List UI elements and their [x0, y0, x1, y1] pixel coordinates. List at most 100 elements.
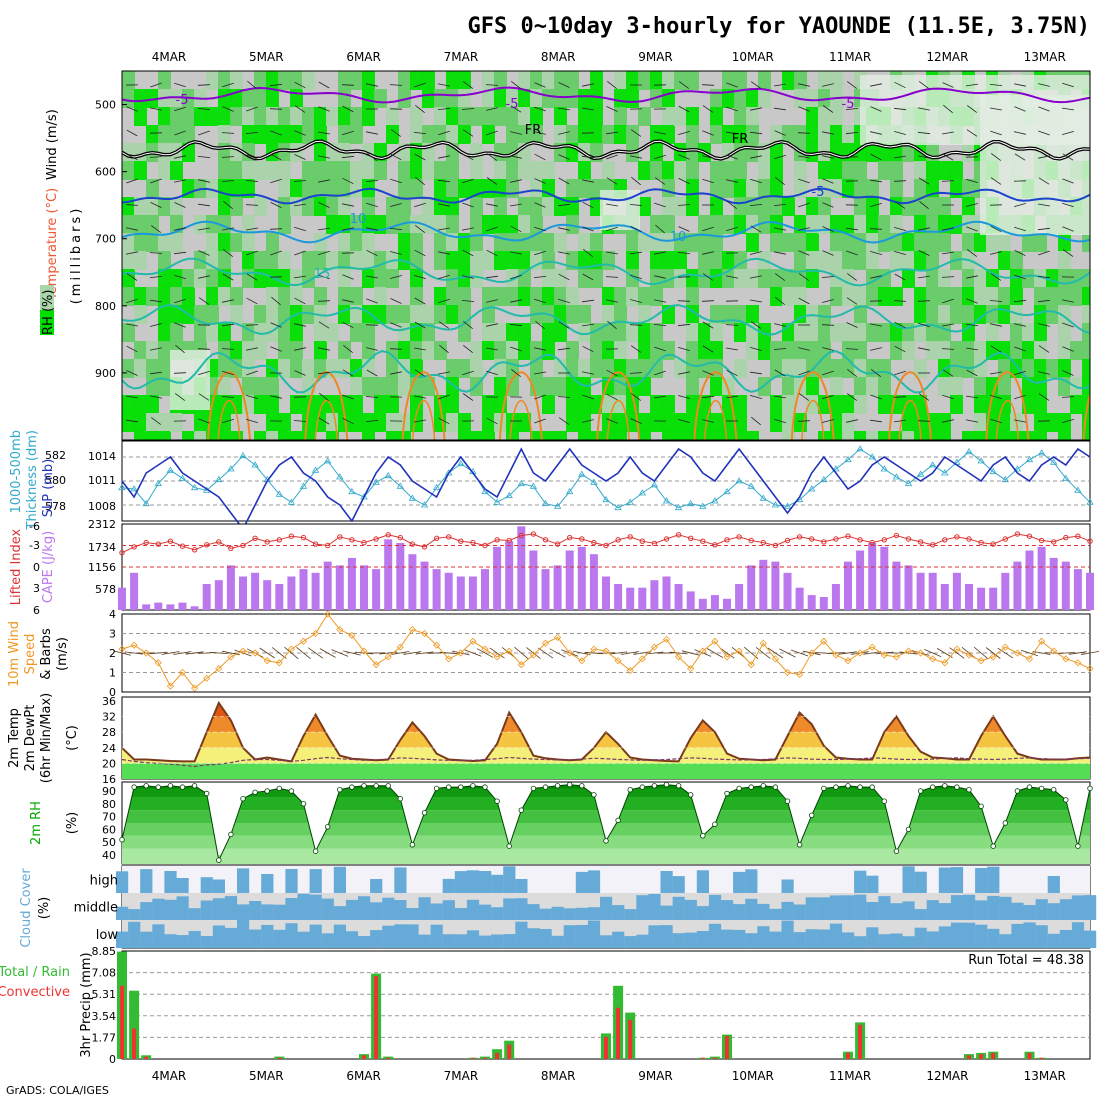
- rh-cell: [482, 89, 495, 108]
- rh-cell: [974, 431, 987, 440]
- wind-barb: [966, 347, 978, 351]
- rh-cell: [494, 89, 507, 108]
- rh-cell: [566, 71, 579, 90]
- wind-barb: [270, 322, 282, 328]
- rh-cell: [278, 71, 291, 90]
- rh-cell: [446, 251, 459, 270]
- cloud-cell: [394, 900, 407, 920]
- wind-barb: [822, 347, 834, 351]
- rh-cell: [662, 269, 675, 288]
- cape-bar: [541, 569, 550, 610]
- cloud-cell: [116, 871, 129, 893]
- rh-cell: [122, 251, 135, 270]
- wind-barb: [534, 202, 546, 208]
- thickness-point: [360, 493, 368, 500]
- wind-speed-point: [723, 653, 731, 661]
- wind-speed-point: [771, 655, 779, 663]
- rh-cell: [1010, 269, 1023, 288]
- wind-barb: [942, 298, 954, 304]
- wind-barb: [197, 84, 211, 86]
- rh-cell: [542, 287, 555, 306]
- wind-barb: [774, 227, 786, 231]
- cloud-cell: [176, 896, 189, 920]
- wind-barb: [150, 178, 162, 184]
- wind-barb: [197, 348, 211, 350]
- cloud-cell: [950, 922, 964, 948]
- cloud-cell: [769, 908, 782, 920]
- rh-cell: [158, 305, 171, 324]
- rh-cell: [554, 269, 567, 288]
- rh-point: [312, 848, 319, 854]
- rh-cell: [122, 395, 135, 414]
- wind-barb: [365, 180, 379, 182]
- rh-cell: [182, 269, 195, 288]
- cloud-cell: [249, 901, 262, 920]
- cloud-cell: [684, 899, 697, 920]
- cloud-cells: [116, 866, 1097, 948]
- cloud-cell: [164, 871, 177, 893]
- wind-barb: [702, 226, 714, 232]
- rh-cell: [746, 269, 759, 288]
- wind-barb: [294, 275, 306, 279]
- rh-cell: [218, 431, 231, 440]
- rh-cell: [1082, 269, 1090, 288]
- date-label-bottom: 13MAR: [1024, 1069, 1066, 1083]
- thickness-point: [686, 499, 695, 507]
- cloud-cell: [1084, 895, 1097, 920]
- rh-cell: [926, 197, 939, 216]
- rh-cell: [638, 377, 651, 396]
- wind-barb: [246, 347, 258, 351]
- rh-point: [954, 784, 960, 790]
- wind-barb: [510, 179, 522, 183]
- wind-speed-point: [239, 647, 247, 655]
- li-point: [772, 542, 779, 549]
- wind-barb: [533, 276, 547, 278]
- rh-cell: [1034, 377, 1047, 396]
- thickness-point: [723, 487, 731, 495]
- rh-cell: [806, 269, 819, 288]
- wind-barb: [606, 369, 618, 377]
- rh-cell: [998, 251, 1011, 270]
- rh-point: [1002, 820, 1008, 826]
- wind10m-barb: [596, 652, 616, 654]
- wind-barb: [173, 372, 187, 374]
- rh-cell: [866, 215, 879, 234]
- wind-barb: [557, 347, 571, 351]
- wind-barb: [1037, 227, 1051, 231]
- wind-barb: [462, 275, 474, 279]
- rh-cell: [566, 359, 579, 378]
- rh-cell: [542, 251, 555, 270]
- wind-barb: [774, 83, 786, 87]
- cloud-cell: [902, 901, 915, 920]
- wind-barb: [894, 81, 906, 89]
- cloud-cell: [1047, 933, 1060, 948]
- thickness-point: [614, 503, 622, 511]
- rh-cell: [566, 341, 579, 360]
- rh-cell: [662, 413, 675, 432]
- wind-barb: [965, 324, 979, 326]
- wind-speed-point: [650, 643, 658, 651]
- rh-cell: [158, 161, 171, 180]
- wind-barb: [462, 370, 474, 376]
- rh-cell: [350, 161, 363, 180]
- rh-cell: [374, 287, 387, 306]
- rh-cell: [1046, 287, 1059, 306]
- pressure-tick-label: 500: [95, 99, 116, 112]
- rh-cell: [866, 431, 879, 440]
- rh-cell: [950, 287, 963, 306]
- cape-bar: [759, 559, 768, 610]
- rh-cell: [350, 107, 363, 126]
- rh-cell: [962, 233, 975, 252]
- wind-barb: [1038, 106, 1050, 112]
- cloud-cell: [551, 935, 564, 948]
- rh-cell: [566, 125, 579, 144]
- rh-cell: [998, 287, 1011, 306]
- rh-cell: [698, 251, 711, 270]
- cloud-cell: [987, 928, 1000, 948]
- cape-bar: [226, 565, 235, 610]
- wind-barb: [846, 81, 858, 89]
- rh-cell: [278, 143, 291, 162]
- cloud-cell: [345, 899, 359, 920]
- thickness-point: [553, 502, 562, 509]
- rh-cell: [422, 71, 435, 90]
